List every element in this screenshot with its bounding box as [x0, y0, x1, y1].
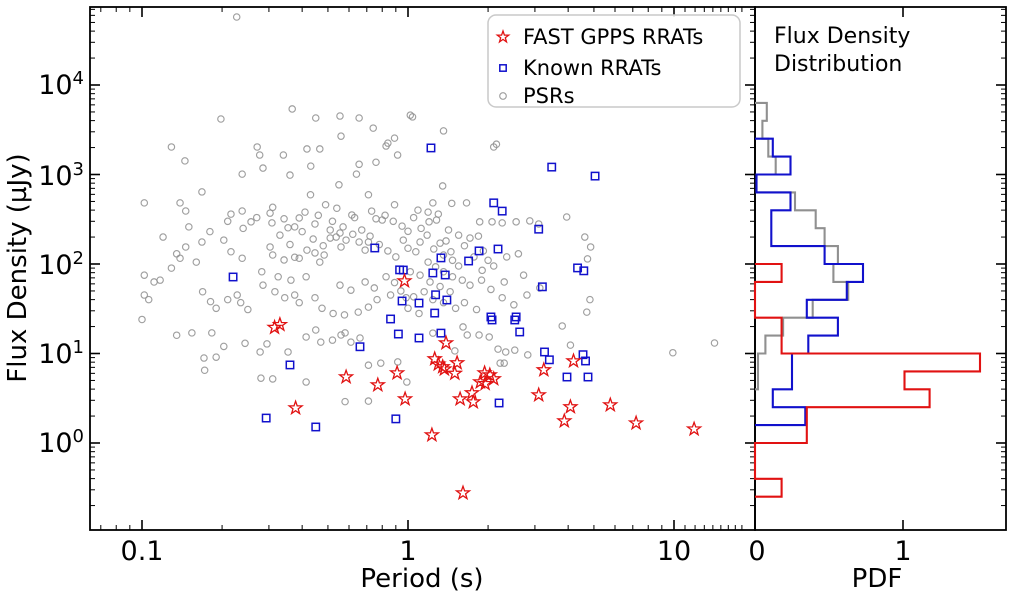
histogram-fast-gpps-rrats — [753, 262, 982, 498]
pdf-axis-label: PDF — [852, 564, 903, 593]
scatter-points — [138, 13, 719, 501]
histogram-panel-frame — [754, 6, 1007, 531]
panel-title-line1: Flux Density — [774, 24, 910, 49]
y-axis-label: Flux Density (µJy) — [3, 153, 33, 382]
y-tick-1e4: 104 — [38, 68, 84, 101]
x-tick-1: 1 — [399, 536, 416, 567]
y-axis-tick-labels: 104 103 102 101 100 — [38, 68, 84, 459]
histogram-psrs — [755, 101, 850, 391]
histogram-known-rrats — [755, 137, 865, 427]
x-tick-10: 10 — [657, 536, 691, 567]
legend: FAST GPPS RRATs Known RRATs PSRs — [487, 14, 741, 108]
legend-box — [487, 14, 741, 108]
legend-label-fast-gpps-rrats: FAST GPPS RRATs — [523, 25, 703, 49]
x-axis-tick-labels: 0.1 1 10 0 1 — [121, 536, 912, 567]
legend-label-known-rrats: Known RRATs — [523, 56, 661, 80]
axis-ticks — [90, 7, 1006, 530]
y-tick-1e2: 102 — [38, 248, 84, 281]
legend-label-psrs: PSRs — [523, 84, 575, 108]
series-fast-gpps-rrats — [266, 272, 703, 501]
series-known-rrats — [228, 143, 600, 432]
x-tick-0p1: 0.1 — [121, 536, 164, 567]
panel-title-line2: Distribution — [774, 52, 902, 77]
y-tick-1e1: 101 — [38, 337, 84, 370]
y-tick-1e0: 100 — [38, 426, 84, 459]
x-axis-label: Period (s) — [360, 564, 483, 593]
pdf-tick-0: 0 — [748, 536, 765, 567]
y-tick-1e3: 103 — [38, 159, 84, 192]
pdf-tick-1: 1 — [894, 536, 911, 567]
flux-density-histograms — [753, 101, 982, 498]
legend-markers — [495, 28, 511, 100]
histogram-panel-title: Flux Density Distribution — [774, 24, 910, 77]
